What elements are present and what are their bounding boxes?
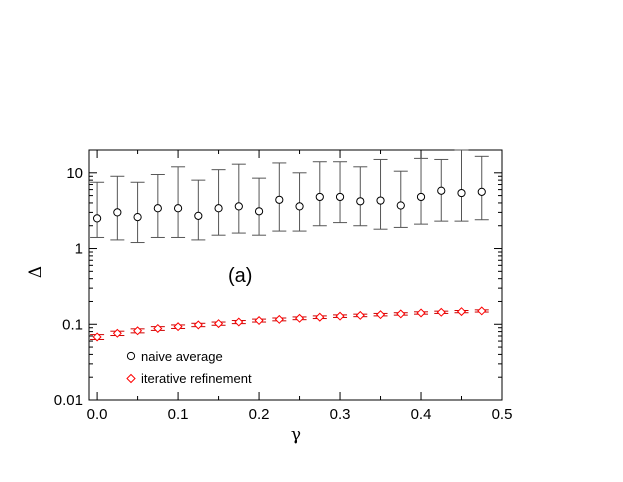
data-point [234,202,243,211]
data-point [254,316,264,326]
data-point [315,312,325,322]
data-point [234,317,244,327]
plot-frame [88,149,503,401]
y-axis-label: Δ [26,266,46,278]
x-tick-label: 0.4 [411,406,432,423]
data-point [315,192,324,202]
data-point [457,307,467,317]
data-point [92,214,102,223]
data-point [477,187,486,196]
x-axis: 0.0 0.1 0.2 0.3 0.4 0.5 [87,150,513,423]
data-point [112,328,122,338]
data-point [194,211,203,220]
x-tick-label: 0.3 [330,406,351,423]
data-point [335,192,345,202]
legend-marker-naive-average [126,351,136,361]
x-tick-label: 0.5 [492,406,513,423]
data-point [92,332,102,342]
data-point [173,204,183,213]
data-point [396,309,406,319]
data-point [214,204,223,213]
x-tick-label: 0.0 [87,406,108,423]
data-point [376,196,385,205]
data-point [356,197,365,206]
data-point [274,314,284,324]
data-point [153,323,163,333]
data-point [335,311,345,321]
data-point [477,306,487,316]
data-point [437,186,446,195]
y-axis: 0.01 0.1 1 10 [54,149,502,409]
legend: naive average iterative refinement [126,349,252,386]
data-point [113,208,122,217]
legend-label-naive-average: naive average [141,349,223,364]
data-point [153,204,162,213]
data-point [396,201,405,210]
data-point [457,188,466,198]
x-tick-label: 0.1 [168,406,189,423]
data-point [416,192,426,202]
x-axis-label: γ [291,425,301,445]
data-point [436,307,446,317]
y-tick-label: 0.01 [54,392,83,409]
y-tick-label: 10 [66,165,83,182]
data-point [355,310,365,320]
data-point [133,326,143,336]
panel-label: (a) [228,265,252,287]
data-point [193,320,203,330]
legend-label-iterative-refinement: iterative refinement [141,371,252,386]
data-point [214,319,224,329]
data-point [295,313,305,323]
series-0 [90,149,489,244]
x-tick-label: 0.2 [249,406,270,423]
y-tick-label: 1 [75,241,83,258]
data-point [133,213,142,222]
legend-marker-iterative-refinement [126,373,136,384]
data-point [416,308,426,318]
data-point [376,310,386,320]
data-point [275,195,284,204]
data-point [254,207,264,216]
series-layer [90,149,489,342]
series-1 [90,306,489,342]
data-point [173,322,183,332]
y-tick-label: 0.1 [62,316,83,333]
data-point [295,202,304,211]
